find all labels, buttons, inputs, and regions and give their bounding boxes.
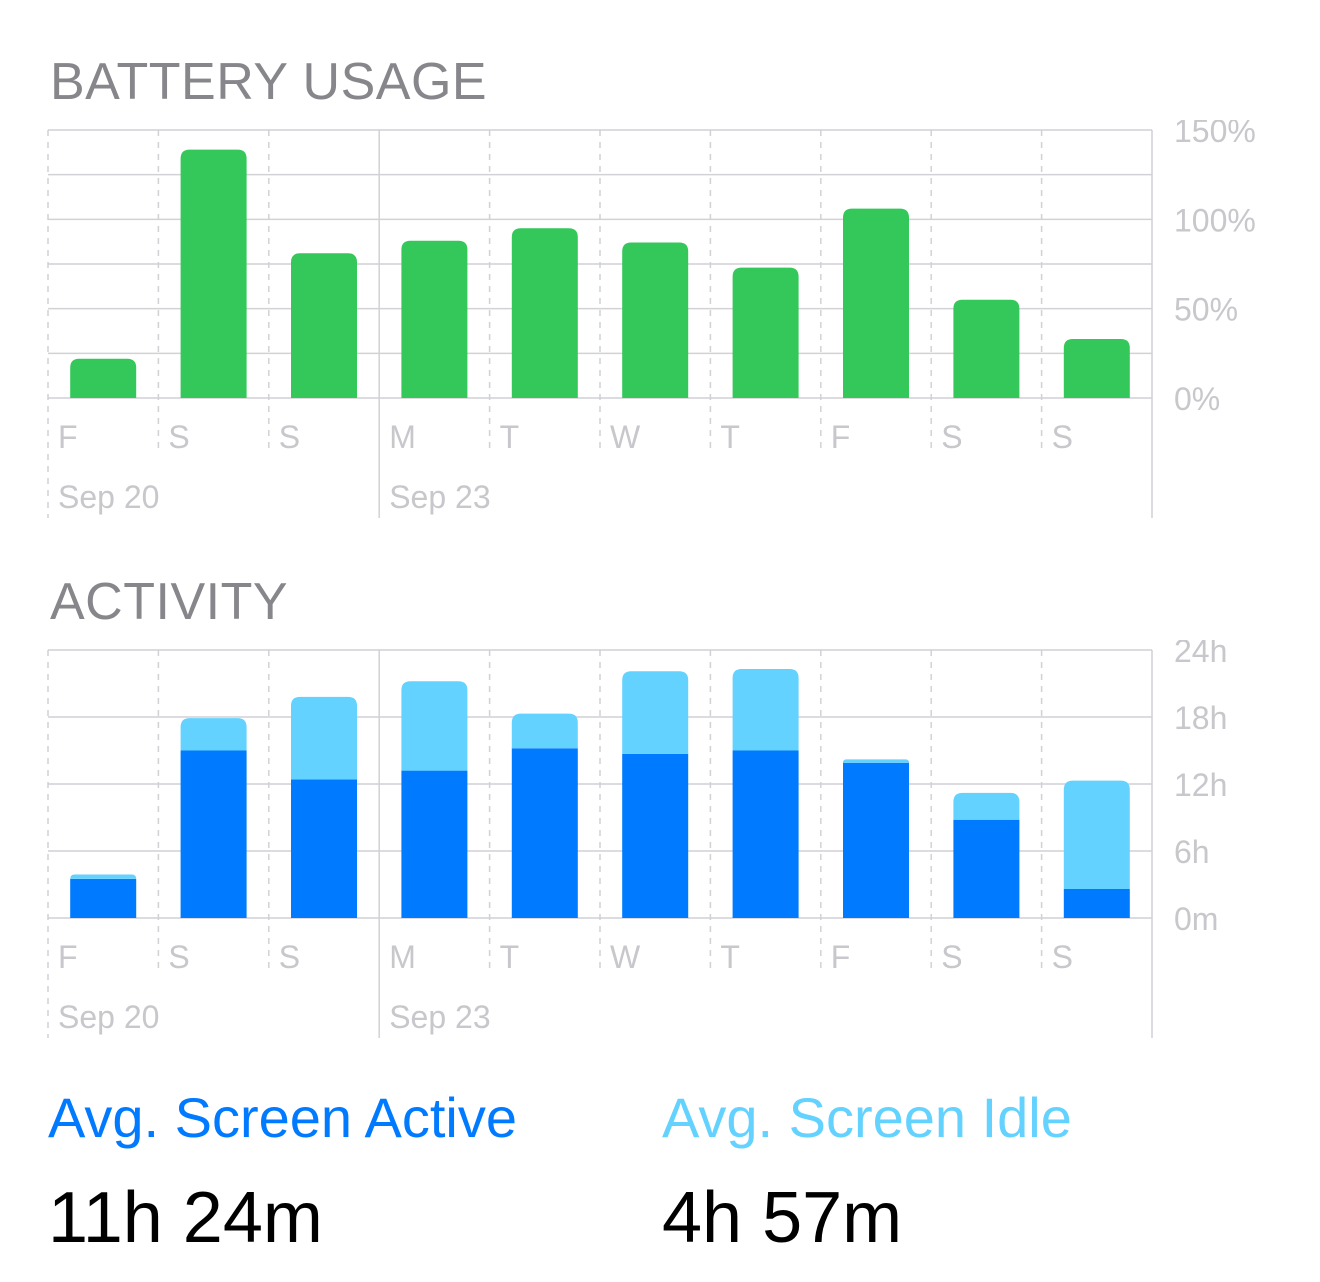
activity-bar-active[interactable]	[291, 779, 357, 918]
activity-y-tick-label: 18h	[1174, 700, 1227, 736]
activity-bar-active[interactable]	[180, 750, 247, 919]
battery-day-label: M	[389, 419, 416, 455]
avg-screen-active-stat: Avg. Screen Active 11h 24m	[48, 1086, 517, 1260]
activity-bar-active[interactable]	[953, 819, 1020, 918]
activity-bar-idle[interactable]	[953, 792, 1020, 820]
activity-bar-active[interactable]	[401, 770, 468, 918]
activity-day-label: S	[1052, 939, 1073, 975]
battery-day-label: S	[1052, 419, 1073, 455]
activity-bar-idle[interactable]	[180, 718, 247, 751]
battery-bar-usage[interactable]	[70, 358, 137, 398]
battery-bar-usage[interactable]	[401, 240, 468, 398]
activity-day-label: S	[168, 939, 189, 975]
battery-day-label: S	[941, 419, 962, 455]
battery-day-label: F	[831, 419, 851, 455]
activity-day-label: W	[610, 939, 641, 975]
activity-bar-idle[interactable]	[291, 696, 357, 780]
battery-bar-usage[interactable]	[1063, 339, 1130, 398]
activity-day-label: S	[941, 939, 962, 975]
battery-date-label: Sep 20	[58, 479, 159, 515]
activity-bar-active[interactable]	[70, 878, 137, 918]
battery-bar-usage[interactable]	[511, 228, 578, 398]
activity-bar-idle[interactable]	[1063, 780, 1130, 889]
activity-title: ACTIVITY	[50, 573, 289, 631]
battery-usage-title: BATTERY USAGE	[50, 53, 488, 111]
activity-bar-idle[interactable]	[622, 671, 689, 754]
activity-bar-active[interactable]	[843, 762, 909, 918]
avg-screen-active-label: Avg. Screen Active	[48, 1086, 517, 1149]
battery-bar-usage[interactable]	[953, 299, 1020, 398]
avg-screen-idle-stat: Avg. Screen Idle 4h 57m	[662, 1086, 1072, 1260]
battery-day-label: S	[279, 419, 300, 455]
battery-bar-usage[interactable]	[732, 267, 799, 398]
activity-date-label: Sep 20	[58, 999, 159, 1035]
activity-y-tick-label: 24h	[1174, 640, 1227, 669]
battery-bar-usage[interactable]	[291, 253, 357, 398]
avg-screen-active-value: 11h 24m	[48, 1178, 323, 1258]
activity-day-label: T	[500, 939, 520, 975]
battery-day-label: S	[168, 419, 189, 455]
battery-y-tick-label: 50%	[1174, 292, 1238, 328]
battery-day-label: T	[720, 419, 740, 455]
battery-day-label: F	[58, 419, 78, 455]
activity-bar-idle[interactable]	[732, 668, 799, 751]
battery-day-label: T	[500, 419, 520, 455]
battery-bar-usage[interactable]	[622, 242, 689, 398]
battery-date-label: Sep 23	[389, 479, 490, 515]
avg-screen-idle-value: 4h 57m	[662, 1178, 903, 1258]
activity-bar-idle[interactable]	[511, 713, 578, 749]
activity-day-label: S	[279, 939, 300, 975]
activity-bar-active[interactable]	[622, 753, 689, 918]
activity-day-label: M	[389, 939, 416, 975]
activity-bar-idle[interactable]	[843, 759, 909, 763]
battery-y-tick-label: 0%	[1174, 381, 1220, 417]
avg-screen-idle-label: Avg. Screen Idle	[662, 1086, 1072, 1149]
activity-y-tick-label: 12h	[1174, 767, 1227, 803]
activity-day-label: F	[831, 939, 851, 975]
activity-bar-active[interactable]	[1063, 888, 1130, 918]
activity-y-tick-label: 0m	[1174, 901, 1218, 937]
activity-day-label: F	[58, 939, 78, 975]
activity-bar-active[interactable]	[732, 750, 799, 919]
activity-bar-idle[interactable]	[401, 681, 468, 771]
battery-bar-usage[interactable]	[180, 149, 247, 398]
activity-y-tick-label: 6h	[1174, 834, 1210, 870]
battery-day-label: W	[610, 419, 641, 455]
activity-bar-idle[interactable]	[70, 874, 137, 879]
activity-bar-active[interactable]	[511, 748, 578, 918]
activity-day-label: T	[720, 939, 740, 975]
activity-date-label: Sep 23	[389, 999, 490, 1035]
battery-y-tick-label: 150%	[1174, 120, 1256, 149]
battery-bar-usage[interactable]	[843, 208, 909, 398]
battery-y-tick-label: 100%	[1174, 202, 1256, 238]
